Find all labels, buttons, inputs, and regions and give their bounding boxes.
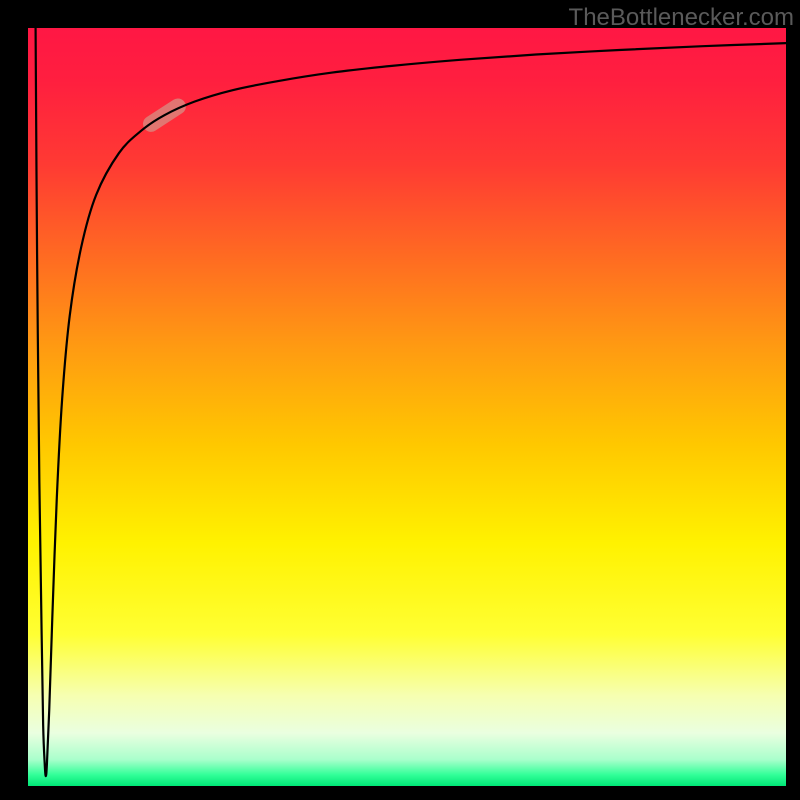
watermark-text: TheBottlenecker.com bbox=[569, 4, 794, 32]
bottleneck-curve bbox=[36, 28, 786, 776]
curve-layer bbox=[28, 28, 786, 786]
plot-area bbox=[28, 28, 786, 786]
chart-container: TheBottlenecker.com bbox=[0, 0, 800, 800]
